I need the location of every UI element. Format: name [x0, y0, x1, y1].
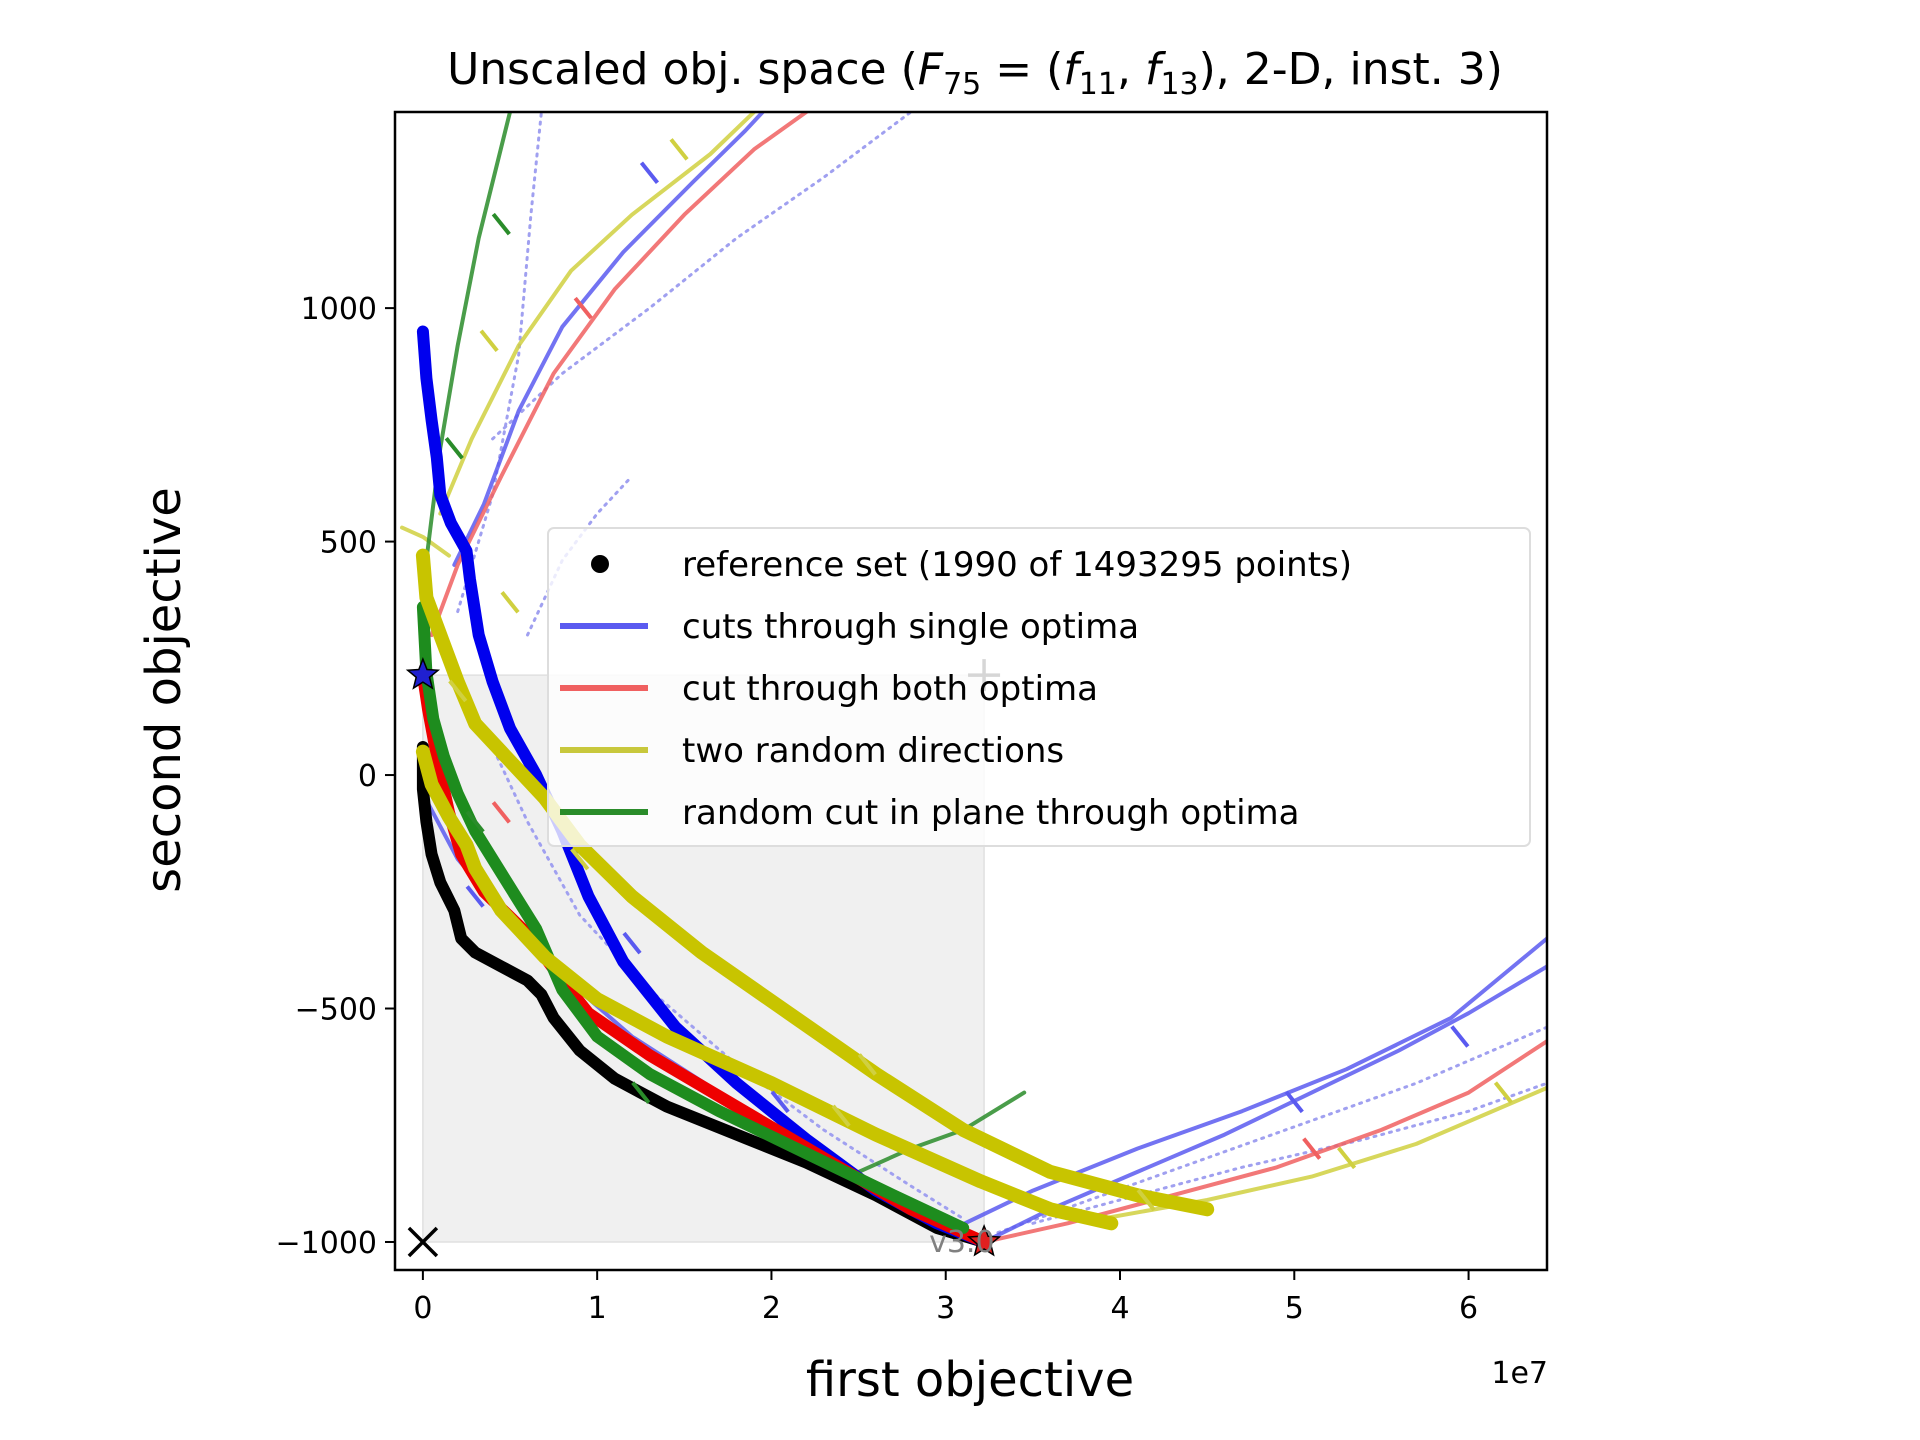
series-line-reference	[416, 741, 991, 1248]
x-axis-offset-label: 1e7	[1491, 1356, 1548, 1391]
cut-tick-mark	[491, 801, 511, 824]
x-tick-label: 0	[413, 1291, 432, 1326]
ideal-point-marker	[407, 1226, 439, 1258]
cut-tick-mark	[465, 810, 485, 833]
series-line-cut	[452, 112, 765, 567]
x-tick-label: 2	[762, 1291, 781, 1326]
cut-tick-mark	[1450, 1025, 1470, 1048]
legend: reference set (1990 of 1493295 points) cu…	[547, 527, 1531, 847]
cut-tick-mark	[669, 138, 689, 161]
y-tick-label: −1000	[276, 1226, 377, 1261]
y-tick-label: 1000	[301, 292, 377, 327]
series-line-dotted	[482, 726, 965, 1221]
x-tick-label: 1	[588, 1291, 607, 1326]
plot-frame	[393, 110, 1549, 1272]
cut-tick-mark	[770, 1090, 790, 1114]
legend-label: reference set (1990 of 1493295 points)	[682, 545, 1352, 585]
cut-tick-mark	[631, 1081, 651, 1104]
cut-tick-mark	[831, 1104, 851, 1128]
cut-tick-mark	[857, 1053, 877, 1076]
cut-tick-mark	[444, 436, 464, 460]
cut-tick-mark	[639, 161, 660, 184]
cut-tick-mark	[1284, 1090, 1304, 1114]
legend-label: cut through both optima	[682, 669, 1098, 709]
series-line-cut	[400, 525, 451, 558]
series-line-cut	[982, 1039, 1547, 1244]
version-annotation: v3.0	[929, 1225, 994, 1260]
y-axis-title: second objective	[136, 487, 192, 893]
series-line-dotted	[1031, 1081, 1547, 1225]
series-line-cut	[856, 1090, 1027, 1174]
series-line-pareto-cut	[416, 325, 991, 1248]
series-line-cut	[438, 112, 756, 516]
cut-tick-mark	[1302, 1137, 1322, 1160]
legend-box	[547, 527, 1531, 847]
optimum-star-marker	[966, 1223, 1002, 1257]
x-tick-label: 5	[1285, 1291, 1304, 1326]
cut-tick-mark	[448, 679, 468, 703]
y-tick-label: 500	[320, 526, 377, 561]
cut-tick-mark	[570, 847, 590, 871]
series-line-pareto-cut	[415, 548, 1215, 1217]
axis-ticks: 0 1 2 3 4 5 6 1000 500 0 −500 −1000	[276, 292, 1479, 1326]
legend-label: random cut in plane through optima	[682, 793, 1300, 833]
legend-label: cuts through single optima	[682, 607, 1139, 647]
cut-tick-mark	[1136, 1188, 1156, 1212]
series-line-pareto-cut	[415, 744, 1119, 1231]
chart-title: Unscaled obj. space (F75 = (f11, f13), 2…	[447, 44, 1503, 102]
x-tick-label: 4	[1110, 1291, 1129, 1326]
cut-tick-mark	[1337, 1146, 1357, 1170]
series-line-cut	[982, 964, 1547, 1244]
x-tick-label: 6	[1459, 1291, 1478, 1326]
y-tick-label: −500	[295, 993, 377, 1028]
series-line-pareto-cut	[416, 601, 970, 1234]
x-tick-label: 3	[936, 1291, 955, 1326]
series-line-cut	[943, 936, 1547, 1235]
legend-marker-dot	[591, 555, 609, 573]
cut-tick-mark	[500, 591, 520, 614]
series-line-dotted	[491, 112, 913, 441]
cut-tick-mark	[491, 212, 511, 236]
x-axis-title: first objective	[806, 1352, 1134, 1408]
cut-tick-mark	[479, 329, 499, 353]
cut-tick-mark	[1493, 1081, 1513, 1104]
legend-label: two random directions	[682, 731, 1064, 771]
cut-tick-mark	[573, 296, 593, 320]
y-tick-label: 0	[358, 759, 377, 794]
cut-tick-mark	[622, 931, 642, 955]
optimum-star-marker	[405, 657, 441, 690]
series-line-dotted	[456, 112, 543, 614]
cut-tick-mark	[465, 885, 485, 908]
